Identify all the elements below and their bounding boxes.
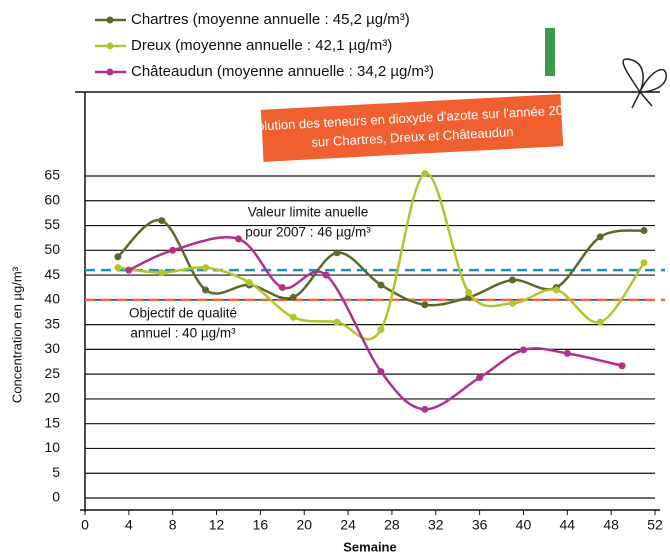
legend-marker [107, 17, 114, 24]
series-line [118, 220, 644, 305]
point [377, 326, 384, 333]
point [476, 374, 483, 381]
y-tick-label: 15 [44, 414, 60, 430]
point [125, 267, 132, 274]
x-tick-label: 24 [340, 517, 356, 533]
legend-marker [107, 69, 114, 76]
point [520, 346, 527, 353]
x-axis-label: Semaine [343, 539, 396, 553]
x-tick-label: 52 [647, 517, 663, 533]
y-tick-label: 30 [44, 340, 60, 356]
point [114, 264, 121, 271]
point [509, 277, 516, 284]
x-tick-label: 20 [296, 517, 312, 533]
chart: Semaine Concentration en µg/m³ 0 5 10 15 20 2… [0, 0, 670, 553]
y-tick-label: 20 [44, 390, 60, 406]
y-tick-label: 35 [44, 315, 60, 331]
clip-decoration [545, 28, 555, 76]
y-tick-label: 65 [44, 167, 60, 183]
point [553, 286, 560, 293]
y-tick-label: 0 [52, 489, 60, 505]
x-tick-label: 36 [472, 517, 488, 533]
x-tick-label: 4 [125, 517, 133, 533]
point [334, 319, 341, 326]
annotation: Valeur limite anuelle [248, 205, 369, 220]
point [169, 247, 176, 254]
y-tick-label: 60 [44, 191, 60, 207]
point [377, 281, 384, 288]
point [323, 272, 330, 279]
point [509, 300, 516, 307]
y-axis-label: Concentration en µg/m³ [9, 266, 24, 403]
annotation: pour 2007 : 46 µg/m³ [245, 225, 371, 240]
point [158, 269, 165, 276]
point [597, 233, 604, 240]
point [597, 319, 604, 326]
point [465, 289, 472, 296]
y-tick-label: 45 [44, 266, 60, 282]
point [202, 286, 209, 293]
point [641, 259, 648, 266]
point [421, 406, 428, 413]
x-tick-label: 0 [81, 517, 89, 533]
point [641, 227, 648, 234]
point [619, 362, 626, 369]
point [377, 368, 384, 375]
annotation: Objectif de qualité [129, 306, 237, 321]
y-tick-label: 10 [44, 439, 60, 455]
legend-label: Dreux (moyenne annuelle : 42,1 µg/m³) [131, 37, 392, 54]
point [334, 249, 341, 256]
legend-marker [107, 43, 114, 50]
banner: Evolution des teneurs en dioxyde d'azote… [241, 93, 583, 163]
legend-label: Chartres (moyenne annuelle : 45,2 µg/m³) [131, 11, 410, 28]
point [421, 301, 428, 308]
y-tick-label: 5 [52, 464, 60, 480]
annotation: annuel : 40 µg/m³ [130, 326, 236, 341]
legend-label: Châteaudun (moyenne annuelle : 34,2 µg/m… [131, 63, 434, 80]
y-tick-label: 40 [44, 291, 60, 307]
point [290, 314, 297, 321]
x-tick-label: 8 [169, 517, 177, 533]
x-tick-label: 48 [603, 517, 619, 533]
point [421, 170, 428, 177]
point [290, 294, 297, 301]
point [279, 284, 286, 291]
x-tick-label: 28 [384, 517, 400, 533]
ribbon-bow [623, 59, 666, 108]
point [235, 235, 242, 242]
point [564, 350, 571, 357]
x-tick-label: 44 [560, 517, 576, 533]
point [114, 253, 121, 260]
x-tick-label: 12 [209, 517, 225, 533]
point [202, 264, 209, 271]
x-tick-label: 32 [428, 517, 444, 533]
y-tick-label: 55 [44, 216, 60, 232]
y-tick-label: 50 [44, 241, 60, 257]
x-tick-label: 40 [516, 517, 532, 533]
y-tick-label: 25 [44, 365, 60, 381]
x-tick-label: 16 [253, 517, 269, 533]
point [246, 279, 253, 286]
point [158, 217, 165, 224]
series-line [129, 237, 622, 409]
